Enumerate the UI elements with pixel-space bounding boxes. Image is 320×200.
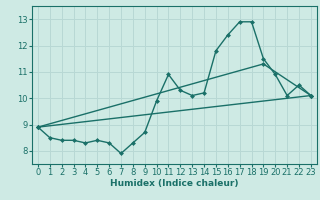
X-axis label: Humidex (Indice chaleur): Humidex (Indice chaleur) (110, 179, 239, 188)
